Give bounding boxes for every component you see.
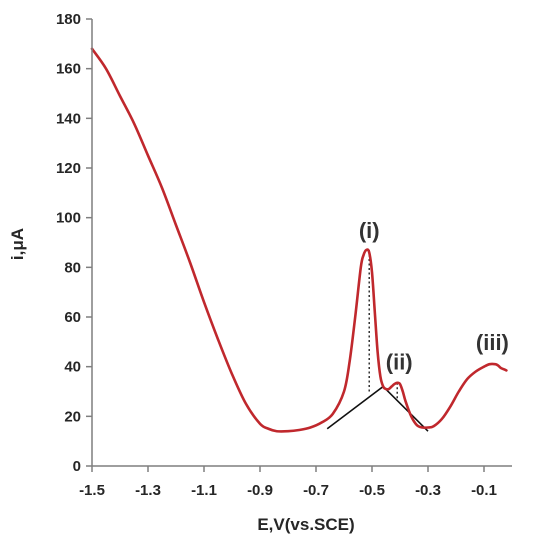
y-tick-label: 20 xyxy=(64,408,81,425)
peak-label: (i) xyxy=(359,218,380,243)
x-tick-label: -1.5 xyxy=(79,482,105,499)
y-tick-label: 100 xyxy=(56,210,81,227)
peak-annotations: (i) (ii) (iii) xyxy=(359,218,509,375)
x-axis-ticks: -1.5 -1.3 -1.1 -0.9 -0.7 -0.5 -0.3 -0.1 xyxy=(79,466,497,499)
x-axis-title: E,V(vs.SCE) xyxy=(257,515,354,534)
peak-label: (iii) xyxy=(476,330,509,355)
y-tick-label: 60 xyxy=(64,309,81,326)
y-tick-label: 80 xyxy=(64,259,81,276)
y-axis-title: i,μA xyxy=(8,228,27,260)
x-tick-label: -0.5 xyxy=(359,482,385,499)
x-tick-label: -0.3 xyxy=(415,482,441,499)
plot-area xyxy=(90,47,508,433)
y-tick-label: 160 xyxy=(56,61,81,78)
y-tick-label: 0 xyxy=(73,458,81,475)
y-axis-ticks: 0 20 40 60 80 100 120 140 160 180 xyxy=(56,11,92,475)
x-tick-label: -0.7 xyxy=(303,482,329,499)
voltammogram-curve xyxy=(90,47,508,433)
peak-label: (ii) xyxy=(386,350,413,375)
x-tick-label: -0.9 xyxy=(247,482,273,499)
y-tick-label: 120 xyxy=(56,160,81,177)
x-tick-label: -0.1 xyxy=(471,482,497,499)
y-tick-label: 180 xyxy=(56,11,81,28)
axes xyxy=(91,19,512,467)
y-tick-label: 140 xyxy=(56,110,81,127)
x-tick-label: -1.1 xyxy=(191,482,217,499)
x-tick-label: -1.3 xyxy=(135,482,161,499)
y-tick-label: 40 xyxy=(64,359,81,376)
